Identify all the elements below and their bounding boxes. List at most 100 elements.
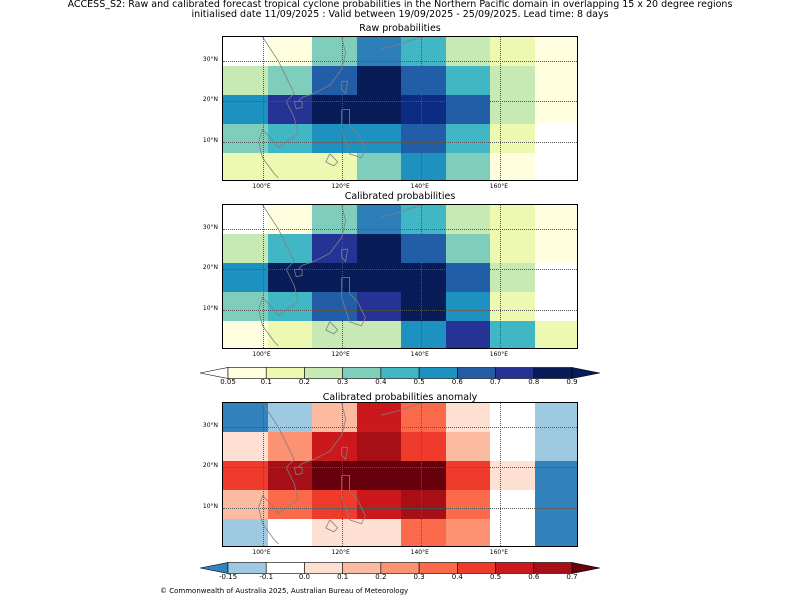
coastline-segment [341, 277, 366, 327]
coastline-segment [325, 321, 339, 335]
coastline [258, 403, 421, 545]
grid-cell [223, 519, 268, 546]
grid-cell [356, 461, 402, 491]
colorbar-over-triangle [571, 562, 601, 574]
grid-cell [356, 321, 402, 348]
meridian-gridline [341, 205, 343, 348]
x-tick-label: 160°E [489, 549, 508, 556]
grid-cell [490, 292, 535, 322]
coastline-segment [381, 37, 421, 50]
colorbar-segment [342, 367, 382, 379]
x-tick-label: 100°E [252, 183, 271, 190]
grid-cell [401, 263, 446, 293]
coastline-segment [325, 519, 339, 533]
coastline-segment [341, 80, 349, 95]
grid-cell [401, 432, 446, 462]
colorbar-tick-label: -0.15 [218, 573, 238, 581]
colorbar-segment [457, 562, 496, 574]
meridian-gridline [420, 205, 422, 348]
colorbar-tick-label: 0.3 [413, 573, 425, 581]
parallel-gridline [223, 101, 577, 103]
map-calibrated-anomaly [222, 402, 578, 547]
grid-cell [356, 263, 402, 293]
grid-cell [445, 95, 491, 125]
grid-cell [445, 461, 491, 491]
grid-cell [223, 153, 268, 180]
grid-cell [534, 95, 577, 125]
grid-cell [445, 321, 491, 348]
y-tick-label: 10°N [202, 502, 218, 510]
grid-cell [312, 321, 357, 348]
grid-cell [490, 490, 535, 520]
coastline [258, 205, 421, 347]
grid-cell [223, 95, 268, 125]
parallel-gridline [223, 309, 577, 311]
panel-title-calibrated: Calibrated probabilities [344, 191, 456, 202]
coastline-segment [297, 37, 347, 102]
grid-cell [401, 124, 446, 154]
grid-cell [356, 432, 402, 462]
grid-cell [445, 66, 491, 96]
grid-cell [312, 519, 357, 546]
grid-cell [490, 519, 535, 546]
figure-title-line1: ACCESS_S2: Raw and calibrated forecast t… [67, 0, 733, 10]
x-tick-label: 140°E [410, 351, 429, 358]
parallel-gridline [223, 427, 577, 429]
coastline-segment [325, 153, 339, 167]
meridian-gridline [262, 403, 264, 546]
colorbar-segment [227, 562, 267, 574]
colorbar-segment [495, 562, 535, 574]
colorbar-segment [418, 562, 458, 574]
coastline-segment [381, 205, 421, 218]
colorbar-tick-label: 0.05 [220, 378, 236, 386]
grid-cell [490, 124, 535, 154]
grid-cell [356, 292, 402, 322]
grid-cell [356, 234, 402, 264]
x-tick-label: 100°E [252, 549, 271, 556]
colorbar-tick-label: 0.2 [298, 378, 310, 386]
grid-cell [490, 432, 535, 462]
colorbar-segment [418, 367, 458, 379]
x-tick-label: 140°E [410, 183, 429, 190]
colorbar-segment [533, 562, 573, 574]
colorbar-tick-label: 0.8 [528, 378, 540, 386]
colorbar-tick-label: -0.1 [259, 573, 274, 581]
grid-cell [401, 234, 446, 264]
grid-cell [312, 153, 357, 180]
colorbar-tick-label: 0.4 [375, 378, 387, 386]
grid-cell [445, 234, 491, 264]
grid-cell [312, 124, 357, 154]
grid-cell [223, 461, 268, 491]
grid-cell [534, 292, 577, 322]
colorbar-tick-label: 0.3 [337, 378, 349, 386]
grid-cell [490, 321, 535, 348]
grid-cell [267, 519, 313, 546]
grid-cell [490, 95, 535, 125]
grid-cell [534, 490, 577, 520]
grid-cell [445, 490, 491, 520]
colorbar-tick-label: 0.0 [298, 573, 310, 581]
colorbar-segment [304, 367, 343, 379]
meridian-gridline [420, 37, 422, 180]
colorbar-segment [304, 562, 343, 574]
x-tick-label: 140°E [410, 549, 429, 556]
figure-title-line2: initialised date 11/09/2025 : Valid betw… [191, 9, 609, 20]
coastline-segment [341, 475, 366, 525]
grid-cell [490, 461, 535, 491]
meridian-gridline [262, 37, 264, 180]
map-raw-probabilities [222, 36, 578, 181]
colorbar-segment [265, 367, 305, 379]
copyright-footer: © Commonwealth of Australia 2025, Austra… [160, 587, 409, 595]
parallel-gridline [223, 507, 577, 509]
grid-cell [356, 490, 402, 520]
grid-cell [534, 321, 577, 348]
grid-cell [534, 153, 577, 180]
colorbar-segment [227, 367, 267, 379]
coastline-segment [258, 205, 299, 347]
grid-cell [401, 321, 446, 348]
parallel-gridline [223, 269, 577, 271]
grid-cell [445, 124, 491, 154]
meridian-gridline [499, 37, 501, 180]
grid-cell [312, 490, 357, 520]
y-tick-label: 10°N [202, 304, 218, 312]
